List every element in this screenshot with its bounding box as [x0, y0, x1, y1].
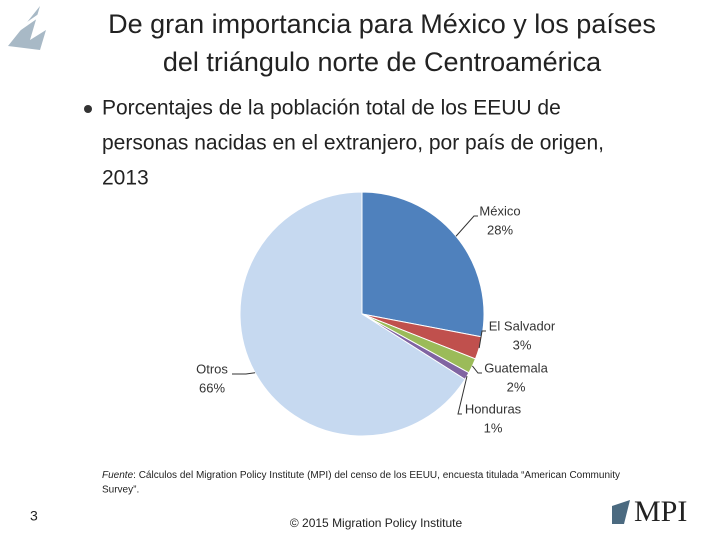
pie-slice — [361, 191, 485, 338]
source-label: Fuente — [102, 470, 134, 481]
subtitle-line: 2013 — [102, 167, 149, 190]
logo: MPI — [634, 495, 687, 528]
pie-slice — [239, 191, 466, 437]
slice-value: 28% — [487, 222, 513, 237]
subtitle-line: personas nacidas en el extranjero, por p… — [102, 132, 604, 155]
leader-line — [457, 375, 468, 415]
title-line: De gran importancia para México y los pa… — [108, 9, 656, 39]
slice-value: 3% — [513, 337, 532, 352]
source: Fuente: Cálculos del Migration Policy In… — [102, 470, 620, 481]
bullet-dot — [84, 105, 92, 113]
slice-label: Honduras — [465, 401, 522, 416]
page-number: 3 — [30, 508, 38, 524]
slice-value: 2% — [507, 379, 526, 394]
corner-icon — [3, 6, 46, 50]
footer: © 2015 Migration Policy Institute — [290, 516, 463, 530]
slice-label: México — [479, 203, 520, 218]
subtitle-line: Porcentajes de la población total de los… — [102, 97, 561, 120]
leader-line — [232, 372, 256, 375]
slice-value: 66% — [199, 380, 225, 395]
source-text: : Cálculos del Migration Policy Institut… — [133, 470, 620, 481]
title-line: del triángulo norte de Centroamérica — [163, 47, 602, 77]
leader-line — [478, 330, 486, 349]
slice-label: El Salvador — [489, 318, 556, 333]
leader-line — [471, 365, 482, 374]
slice-value: 1% — [484, 420, 503, 435]
slice-label: Guatemala — [484, 360, 548, 375]
slice-label: Otros — [196, 361, 228, 376]
source-text: Survey”. — [102, 485, 139, 496]
logo-icon — [612, 500, 630, 524]
leader-line — [455, 215, 478, 237]
